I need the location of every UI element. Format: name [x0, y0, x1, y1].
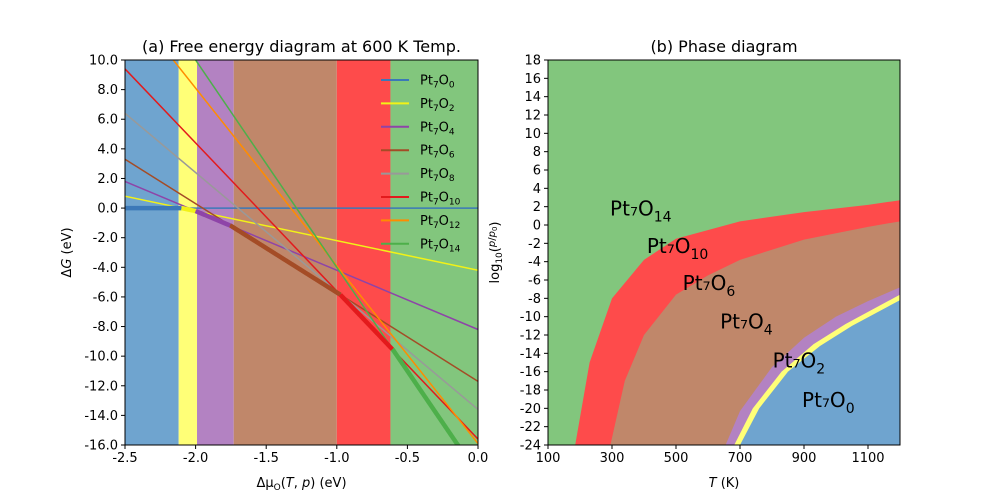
y-tick-label: -8: [528, 292, 541, 307]
y-tick-label: -14.0: [84, 409, 118, 424]
y-tick-label: 4: [533, 182, 541, 197]
envelope-10: [338, 293, 395, 351]
phase-label-2: Pt₇O2: [773, 349, 826, 378]
y-tick-label: 2.0: [97, 172, 118, 187]
y-tick-label: 10: [524, 127, 541, 142]
axes-frame: [124, 59, 479, 446]
x-tick-label: -1.5: [254, 451, 279, 466]
y-tick-label: -2.0: [93, 231, 118, 246]
phase-label-6: Pt₇O6: [683, 271, 736, 300]
y-tick-label: -6.0: [93, 290, 118, 305]
x-tick-label: 0.0: [468, 451, 489, 466]
phase-label-4: Pt₇O4: [720, 309, 773, 338]
x-tick-label: 1100: [851, 451, 884, 466]
y-tick-label: -2: [528, 237, 541, 252]
y-tick-label: 16: [524, 72, 541, 87]
y-tick-label: 18: [524, 54, 541, 69]
x-tick-label: -0.5: [395, 451, 420, 466]
x-axis-label: T (K): [709, 476, 740, 491]
envelope-6: [229, 223, 342, 297]
y-tick-label: -14: [520, 347, 541, 362]
series-line-8: [125, 112, 478, 411]
legend: Pt7O0 Pt7O2 Pt7O4 Pt7O6 Pt7O8 Pt7O10 Pt7O12 Pt7…: [381, 74, 461, 254]
y-axis-label: ΔG (eV): [60, 227, 75, 277]
x-tick-label: 900: [792, 451, 817, 466]
x-axis-label: ΔμO(T, p) (eV): [256, 476, 346, 493]
region-Pt7O0: [125, 60, 179, 445]
y-tick-label: -4.0: [93, 261, 118, 276]
y-tick-label: -12.0: [84, 379, 118, 394]
y-tick-label: 8: [533, 145, 541, 160]
y-tick-label: -22: [520, 420, 541, 435]
y-tick-label: -6: [528, 274, 541, 289]
chart-title: (a) Free energy diagram at 600 K Temp.: [142, 37, 461, 56]
legend-entry: Pt7O12: [420, 214, 460, 231]
axes-frame: [547, 59, 901, 446]
y-tick-label: -10.0: [84, 350, 118, 365]
y-tick-label: -24: [520, 439, 541, 454]
y-tick-label: -4: [528, 255, 541, 270]
y-tick-label: 0.0: [97, 202, 118, 217]
legend-entry: Pt7O10: [420, 191, 461, 208]
x-tick-label: 500: [664, 451, 689, 466]
phase-label-10: Pt₇O10: [647, 234, 709, 263]
x-tick-label: -1.0: [324, 451, 349, 466]
y-tick-label: 12: [524, 109, 541, 124]
free-energy-panel: -2.5 -2.0 -1.5 -1.0 -0.5 0.0 -16.0 -14.0 -12.0 -1…: [60, 37, 489, 493]
legend-entry: Pt7O14: [420, 237, 461, 254]
legend-entry: Pt7O4: [420, 120, 455, 137]
y-tick-label: 6.0: [97, 113, 118, 128]
phase-region-0: [740, 300, 900, 445]
x-tick-label: -2.5: [112, 451, 137, 466]
y-tick-label: 10.0: [89, 54, 118, 69]
region-Pt7O2: [178, 60, 198, 445]
legend-entry: Pt7O0: [420, 74, 455, 91]
y-tick-label: -16: [520, 365, 541, 380]
x-tick-label: 700: [728, 451, 753, 466]
y-axis-label: log10(p/p0): [487, 222, 505, 284]
x-tick-label: 100: [536, 451, 561, 466]
region-Pt7O6: [233, 60, 337, 445]
envelope-4: [194, 208, 231, 228]
phase-plot-area: [548, 60, 900, 445]
series-line-10: [125, 68, 478, 440]
phase-label-0: Pt₇O0: [802, 388, 855, 417]
series-line-4: [125, 180, 478, 331]
y-tick-label: -8.0: [93, 320, 118, 335]
y-tick-label: -10: [520, 310, 541, 325]
y-tick-label: -12: [520, 329, 541, 344]
y-tick-label: 4.0: [97, 142, 118, 157]
y-tick-label: 0: [533, 219, 541, 234]
region-Pt7O4: [197, 60, 234, 445]
phase-label-14: Pt₇O14: [610, 197, 672, 226]
x-tick-label: -2.0: [183, 451, 208, 466]
plot-area: [125, 60, 478, 445]
y-tick-label: 8.0: [97, 83, 118, 98]
envelope-2: [181, 205, 197, 214]
y-tick-label: -16.0: [84, 439, 118, 454]
y-tick-label: 2: [533, 200, 541, 215]
chart-title: (b) Phase diagram: [650, 37, 797, 56]
y-tick-label: -18: [520, 384, 541, 399]
legend-entry: Pt7O2: [420, 97, 455, 114]
y-tick-label: -20: [520, 402, 541, 417]
envelope-14: [390, 347, 461, 445]
y-tick-label: 14: [524, 90, 541, 105]
region-Pt7O10: [336, 60, 391, 445]
series-line-12: [172, 60, 478, 444]
region-Pt7O14: [390, 60, 478, 445]
legend-entry: Pt7O6: [420, 144, 455, 161]
legend-entry: Pt7O8: [420, 167, 455, 184]
x-tick-label: 300: [600, 451, 625, 466]
phase-diagram-panel: 100 300 500 700 900 1100-24-22-20-18-16-14-12…: [487, 37, 901, 491]
y-tick-label: 6: [533, 164, 541, 179]
